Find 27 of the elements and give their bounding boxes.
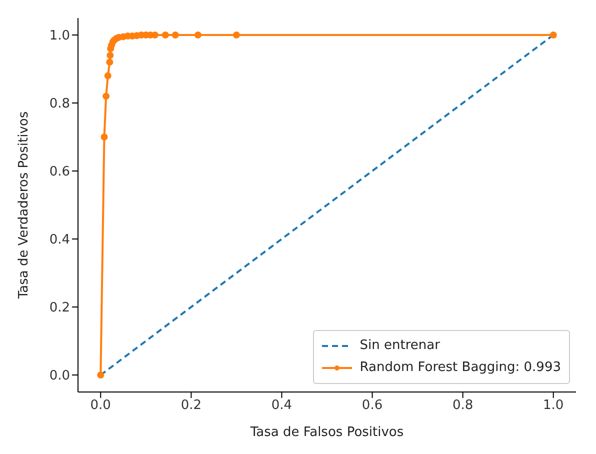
y-tick-label: 0.8 xyxy=(49,96,70,112)
point xyxy=(194,32,202,38)
y-tick-label: 0.0 xyxy=(49,368,70,384)
point xyxy=(106,58,114,66)
point xyxy=(100,134,108,140)
point xyxy=(102,92,110,100)
y-tick-label: 0.4 xyxy=(49,232,70,248)
point xyxy=(106,52,114,59)
y-tick-label: 0.6 xyxy=(49,164,70,180)
x-tick-label: 1.0 xyxy=(543,398,564,414)
x-tick-label: 0.4 xyxy=(271,398,292,414)
point xyxy=(550,32,557,38)
x-tick-label: 0.6 xyxy=(362,398,383,414)
legend-label: Sin entrenar xyxy=(360,337,440,355)
legend-label: Random Forest Bagging: 0.993 xyxy=(360,359,561,377)
x-tick-label: 0.8 xyxy=(452,398,474,414)
y-axis-title: Tasa de Verdaderos Positivos xyxy=(16,111,32,300)
point xyxy=(104,72,112,80)
point xyxy=(172,32,179,38)
y-tick-label: 0.2 xyxy=(49,300,70,316)
x-tick-label: 0.2 xyxy=(180,398,202,414)
y-tick-label: 1.0 xyxy=(49,28,70,44)
point xyxy=(162,32,169,38)
point xyxy=(232,32,240,38)
x-tick-label: 0.0 xyxy=(90,398,111,414)
point xyxy=(97,372,104,378)
x-axis-title: Tasa de Falsos Positivos xyxy=(249,425,404,440)
